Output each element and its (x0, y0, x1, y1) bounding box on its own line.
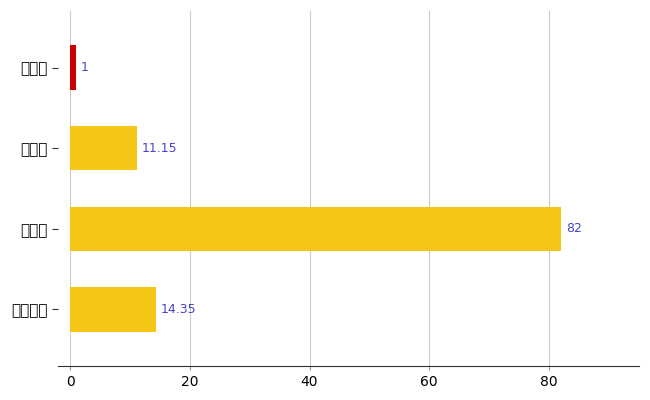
Text: 1: 1 (81, 61, 88, 74)
Bar (70, 45, 76, 90)
Text: 82: 82 (566, 222, 582, 235)
Text: 11.15: 11.15 (142, 142, 177, 155)
Bar (70, 287, 156, 332)
Bar (70, 207, 561, 251)
Bar (70, 126, 136, 170)
Text: 14.35: 14.35 (161, 303, 196, 316)
